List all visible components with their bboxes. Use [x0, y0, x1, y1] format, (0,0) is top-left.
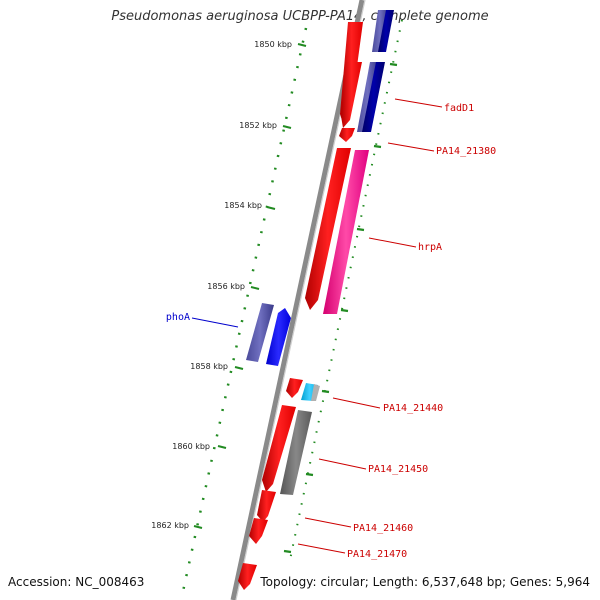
gene-arrow-pa14-21460[interactable] [257, 490, 276, 522]
gene-arrow-pa14-21380[interactable] [305, 148, 351, 310]
gene-block-cyan-light[interactable] [311, 384, 320, 401]
topology-text: Topology: circular; Length: 6,537,648 bp… [260, 575, 590, 589]
gene-label-pa14-21460[interactable]: PA14_21460 [353, 523, 413, 534]
tick-label: 1854 kbp [224, 201, 262, 210]
tick-label: 1852 kbp [239, 121, 277, 130]
tick-1862: 1862 kbp [151, 521, 203, 530]
gene-label-fadd1[interactable]: fadD1 [444, 103, 474, 114]
gene-label-pa14-21450[interactable]: PA14_21450 [368, 464, 428, 475]
label-leaders [191, 98, 443, 554]
tick-label: 1856 kbp [207, 282, 245, 291]
tick-label: 1850 kbp [254, 40, 292, 49]
tick-1854: 1854 kbp [224, 201, 276, 210]
gene-block-darkblue-top[interactable] [378, 10, 394, 52]
tick-label: 1860 kbp [172, 442, 210, 451]
gene-arrow-phoa[interactable] [266, 308, 291, 366]
genome-backbone [230, 0, 365, 600]
inner-ticks [283, 62, 398, 554]
tick-label: 1862 kbp [151, 521, 189, 530]
gene-label-hrpa[interactable]: hrpA [418, 242, 442, 253]
gene-block-phoa-navy[interactable] [246, 303, 274, 362]
tick-1856: 1856 kbp [207, 282, 260, 291]
gene-label-pa14-21440[interactable]: PA14_21440 [383, 403, 443, 414]
gene-block-gray[interactable] [280, 410, 312, 495]
gene-arrow-bottom[interactable] [238, 563, 257, 590]
gene-arrow-pa14-21440[interactable] [286, 378, 303, 398]
accession-text: Accession: NC_008463 [8, 575, 145, 589]
tick-1850: 1850 kbp [254, 40, 307, 49]
map-title: Pseudomonas aeruginosa UCBPP-PA14, compl… [111, 9, 489, 24]
gene-label-pa14-21380[interactable]: PA14_21380 [436, 146, 496, 157]
gene-label-phoa[interactable]: phoA [166, 312, 190, 323]
tick-1858: 1858 kbp [190, 362, 244, 371]
gene-arrow-small[interactable] [339, 128, 355, 142]
gene-arrow-pa14-21450[interactable] [262, 405, 296, 492]
tick-label: 1858 kbp [190, 362, 228, 371]
gene-block-darkblue-fadd1[interactable] [362, 62, 385, 132]
gene-block-hrpa[interactable] [323, 150, 369, 314]
tick-1860: 1860 kbp [172, 442, 227, 451]
tick-1852: 1852 kbp [239, 121, 292, 130]
gene-arrow-fadd1[interactable] [341, 62, 362, 128]
gene-arrow-pa14-21470[interactable] [249, 518, 268, 544]
gene-label-pa14-21470[interactable]: PA14_21470 [347, 549, 407, 560]
